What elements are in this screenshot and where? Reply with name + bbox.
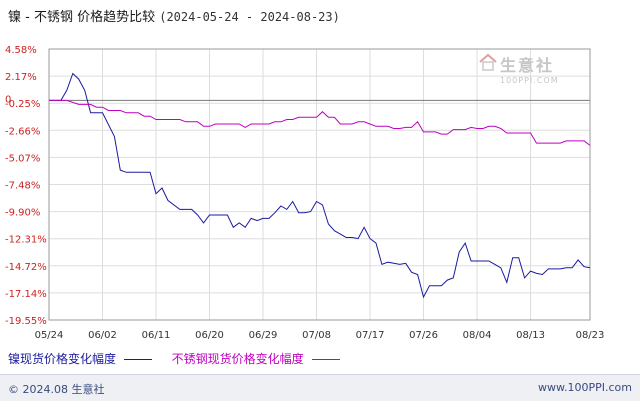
watermark-house-icon: [479, 53, 497, 71]
chart-date-range: (2024-05-24 - 2024-08-23): [159, 10, 340, 24]
y-tick-label: -9.90%: [5, 208, 40, 219]
x-tick-label: 06/29: [249, 330, 278, 341]
footer-site-link[interactable]: www.100PPI.com: [538, 381, 632, 394]
x-tick-label: 07/08: [302, 330, 331, 341]
y-tick-label: -12.31%: [5, 235, 47, 246]
legend-label-stainless: 不锈钢现货价格变化幅度: [171, 352, 304, 366]
chart-legend: 镍现货价格变化幅度 不锈钢现货价格变化幅度: [8, 350, 344, 367]
chart-title: 镍 - 不锈钢 价格趋势比较 (2024-05-24 - 2024-08-23): [8, 6, 340, 25]
chart-title-text: 镍 - 不锈钢 价格趋势比较: [8, 10, 156, 25]
y-tick-label: -17.14%: [5, 289, 47, 300]
x-tick-label: 07/17: [356, 330, 385, 341]
legend-item-nickel: 镍现货价格变化幅度: [8, 352, 160, 366]
footer-copyright: © 2024.08 生意社: [8, 383, 105, 396]
watermark-subtext: 100PPI.COM: [500, 76, 559, 85]
y-tick-label: -14.72%: [5, 262, 47, 273]
legend-swatch-nickel: [123, 359, 152, 360]
x-tick-label: 06/20: [195, 330, 224, 341]
series-line-nickel: [49, 72, 591, 299]
x-tick-label: 07/26: [409, 330, 438, 341]
y-tick-label: -0.25%: [5, 99, 40, 110]
x-tick-label: 08/04: [463, 330, 492, 341]
y-tick-label: -19.55%: [5, 316, 47, 327]
y-tick-label: -2.66%: [5, 126, 40, 137]
x-tick-label: 06/02: [88, 330, 117, 341]
x-tick-label: 08/23: [576, 330, 605, 341]
legend-item-stainless: 不锈钢现货价格变化幅度: [172, 352, 344, 366]
x-tick-label: 08/13: [516, 330, 545, 341]
series-line-stainless: [49, 99, 591, 146]
watermark-logo: 生意社 100PPI.COM: [478, 52, 559, 85]
legend-label-nickel: 镍现货价格变化幅度: [8, 352, 117, 366]
footer-bar: © 2024.08 生意社 www.100PPI.com: [0, 374, 640, 401]
legend-swatch-stainless: [311, 359, 340, 360]
zero-label: 0: [5, 94, 11, 105]
y-tick-label: 4.58%: [5, 45, 37, 56]
y-tick-label: -5.07%: [5, 153, 40, 164]
y-tick-label: 2.17%: [5, 72, 37, 83]
watermark-text: 生意社: [500, 56, 555, 75]
plot-border: [48, 48, 591, 321]
x-tick-label: 05/24: [35, 330, 64, 341]
x-tick-label: 06/11: [142, 330, 171, 341]
y-tick-label: -7.48%: [5, 180, 40, 191]
